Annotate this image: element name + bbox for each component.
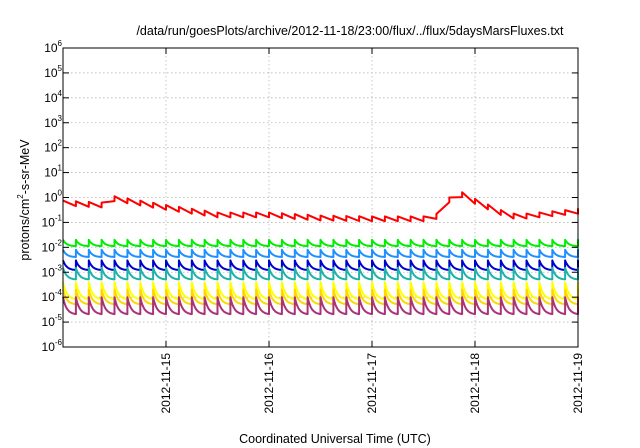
y-tick-label: 10-4: [42, 288, 63, 304]
y-tick-base: 10: [44, 116, 58, 130]
y-tick-exponent: -4: [55, 288, 63, 297]
y-tick-label: 104: [44, 89, 62, 105]
y-tick-base: 10: [44, 191, 58, 205]
y-tick-base: 10: [44, 91, 58, 105]
y-tick-base: 10: [44, 166, 58, 180]
y-tick-exponent: 0: [58, 189, 63, 198]
y-tick-label: 103: [44, 114, 62, 130]
y-axis-label: protons/cm2-s-sr-MeV: [16, 139, 32, 261]
y-tick-exponent: 5: [58, 64, 63, 73]
y-tick-label: 10-6: [42, 338, 63, 354]
y-tick-base: 10: [42, 315, 56, 329]
y-tick-label: 101: [44, 164, 62, 180]
series-line: [62, 238, 579, 248]
y-tick-base: 10: [44, 41, 58, 55]
y-tick-label: 105: [44, 64, 62, 80]
axes: 10-610-510-410-310-210-11001011021031041…: [42, 39, 585, 414]
x-tick-label: 2012-11-15: [159, 353, 173, 414]
y-tick-label: 10-5: [42, 313, 63, 329]
y-tick-exponent: -5: [55, 313, 63, 322]
y-tick-exponent: 4: [58, 89, 63, 98]
series-line: [62, 248, 579, 258]
x-tick-label: 2012-11-18: [468, 353, 482, 414]
y-tick-label: 10-2: [42, 238, 63, 254]
y-tick-base: 10: [44, 66, 58, 80]
y-tick-label: 10-3: [42, 263, 63, 279]
y-tick-base: 10: [44, 141, 58, 155]
x-axis-label: Coordinated Universal Time (UTC): [239, 432, 431, 446]
series-line: [62, 259, 579, 271]
y-axis-label-sup: 2: [16, 194, 25, 199]
series-group: [62, 191, 579, 316]
y-tick-exponent: -2: [55, 238, 63, 247]
x-tick-label: 2012-11-16: [262, 353, 276, 414]
y-tick-label: 106: [44, 39, 62, 55]
y-tick-exponent: -3: [55, 263, 63, 272]
series-line: [62, 191, 579, 223]
series-line: [62, 288, 579, 306]
y-tick-exponent: 3: [58, 114, 63, 123]
y-tick-label: 10-1: [42, 213, 63, 229]
series-line: [62, 281, 579, 301]
y-tick-base: 10: [42, 290, 56, 304]
x-tick-label: 2012-11-19: [571, 353, 585, 414]
series-line: [62, 266, 579, 281]
y-tick-exponent: 1: [58, 164, 63, 173]
y-tick-exponent: -6: [55, 338, 63, 347]
y-tick-base: 10: [42, 340, 56, 354]
y-tick-exponent: 6: [58, 39, 63, 48]
y-axis-label-prefix: protons/cm: [18, 199, 32, 261]
chart-title: /data/run/goesPlots/archive/2012-11-18/2…: [136, 24, 564, 38]
y-tick-label: 100: [44, 189, 62, 205]
series-line: [62, 296, 579, 316]
x-tick-label: 2012-11-17: [365, 353, 379, 414]
y-tick-base: 10: [42, 265, 56, 279]
y-tick-base: 10: [42, 240, 56, 254]
y-axis-label-suffix: -s-sr-MeV: [18, 139, 32, 195]
y-tick-exponent: 2: [58, 139, 63, 148]
y-tick-label: 102: [44, 139, 62, 155]
y-tick-base: 10: [42, 215, 56, 229]
y-tick-exponent: -1: [55, 213, 63, 222]
